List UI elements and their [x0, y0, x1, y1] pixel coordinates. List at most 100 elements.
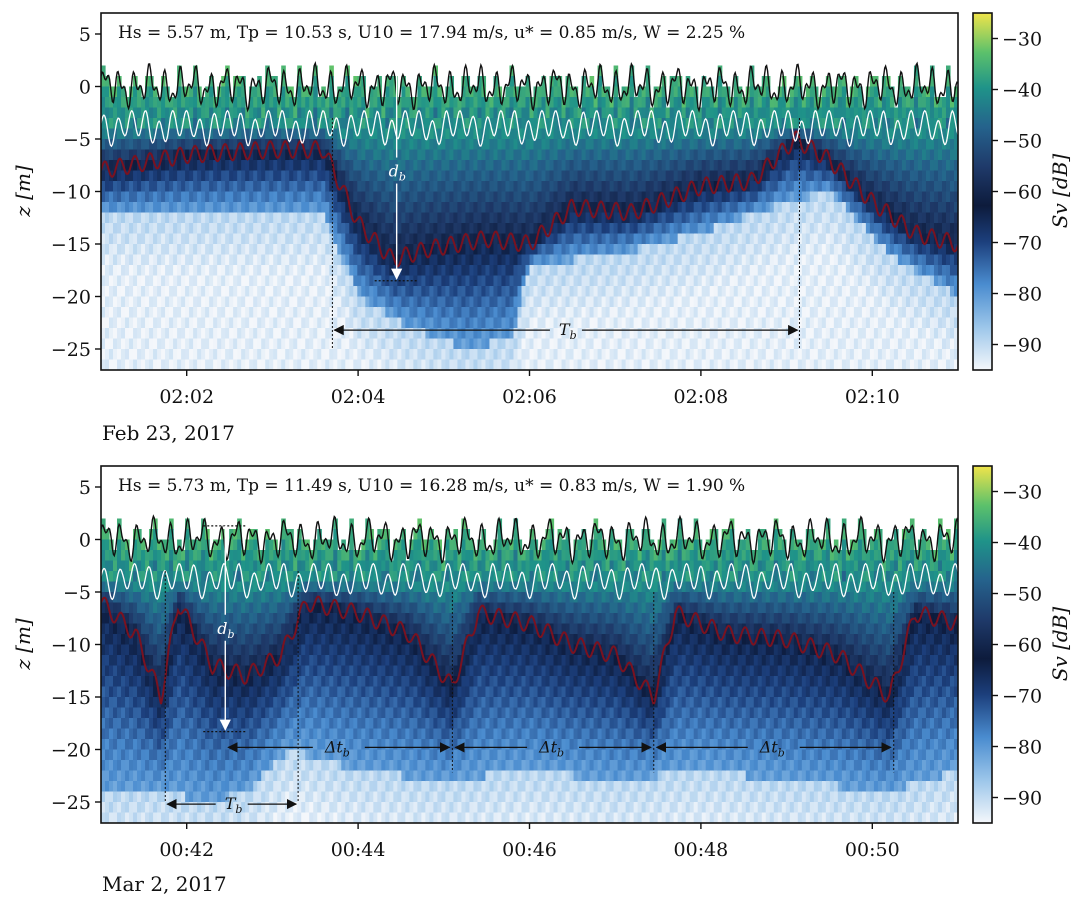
- field-cell: [697, 191, 703, 203]
- field-cell: [569, 118, 575, 130]
- field-cell: [273, 181, 278, 193]
- field-cell: [165, 97, 170, 109]
- field-cell: [801, 181, 807, 193]
- field-cell: [213, 170, 218, 182]
- field-cell: [685, 317, 691, 329]
- field-cell: [641, 86, 647, 98]
- field-cell: [169, 317, 174, 329]
- field-cell: [105, 170, 110, 182]
- field-cell: [501, 139, 507, 151]
- field-cell: [537, 307, 543, 319]
- field-cell: [589, 307, 595, 319]
- field-cell: [141, 265, 146, 277]
- field-cell: [297, 170, 302, 182]
- field-cell: [557, 118, 563, 130]
- field-cell: [617, 191, 623, 203]
- field-cell: [141, 149, 146, 161]
- field-cell: [653, 317, 659, 329]
- field-cell: [697, 349, 703, 361]
- field-cell: [149, 286, 154, 298]
- field-cell: [805, 244, 811, 256]
- field-cell: [433, 275, 438, 287]
- field-cell: [393, 317, 398, 329]
- field-cell: [445, 170, 450, 182]
- field-cell: [405, 317, 410, 329]
- field-cell: [273, 275, 278, 287]
- field-cell: [305, 181, 310, 193]
- field-cell: [609, 212, 615, 224]
- field-cell: [605, 191, 611, 203]
- field-cell: [601, 359, 607, 370]
- field-cell: [661, 86, 667, 98]
- field-cell: [481, 139, 487, 151]
- field-cell: [765, 97, 771, 109]
- field-cell: [461, 107, 467, 119]
- field-cell: [421, 233, 426, 245]
- field-cell: [393, 170, 398, 182]
- field-cell: [741, 275, 747, 287]
- field-cell: [329, 233, 334, 245]
- field-cell: [193, 338, 198, 350]
- field-column: [397, 97, 402, 370]
- field-cell: [637, 296, 643, 308]
- field-cell: [197, 359, 202, 370]
- field-cell: [805, 328, 811, 340]
- field-cell: [633, 307, 639, 319]
- field-cell: [433, 307, 438, 319]
- field-cell: [225, 265, 230, 277]
- field-cell: [761, 328, 767, 340]
- field-cell: [353, 233, 358, 245]
- field-cell: [593, 328, 599, 340]
- field-cell: [749, 118, 755, 130]
- field-cell: [153, 233, 158, 245]
- field-cell: [481, 202, 487, 214]
- field-cell: [461, 86, 467, 98]
- field-cell: [597, 191, 603, 203]
- field-cell: [137, 244, 142, 256]
- field-cell: [297, 191, 302, 203]
- field-cell: [529, 265, 535, 277]
- field-cell: [557, 296, 563, 308]
- field-cell: [341, 202, 346, 214]
- field-cell: [757, 170, 763, 182]
- field-cell: [249, 254, 254, 266]
- field-cell: [769, 191, 775, 203]
- field-cell: [361, 170, 366, 182]
- field-column: [741, 97, 747, 370]
- field-cell: [429, 328, 434, 340]
- field-cell: [421, 349, 426, 361]
- field-cell: [797, 275, 803, 287]
- field-column: [177, 65, 182, 370]
- field-cell: [445, 265, 450, 277]
- field-cell: [345, 317, 350, 329]
- field-cell: [577, 338, 583, 350]
- field-column: [361, 76, 366, 370]
- field-cell: [385, 170, 390, 182]
- field-cell: [689, 275, 695, 287]
- field-cell: [549, 296, 555, 308]
- field-cell: [805, 307, 811, 319]
- field-cell: [801, 328, 807, 340]
- field-cell: [477, 202, 483, 214]
- field-cell: [153, 86, 158, 98]
- field-cell: [593, 296, 599, 308]
- field-cell: [541, 202, 547, 214]
- field-cell: [385, 107, 390, 119]
- field-cell: [677, 244, 683, 256]
- field-cell: [733, 97, 739, 109]
- field-cell: [525, 202, 531, 214]
- field-cell: [365, 338, 370, 350]
- field-cell: [265, 359, 270, 370]
- field-cell: [625, 265, 631, 277]
- field-cell: [697, 202, 703, 214]
- field-cell: [665, 128, 671, 140]
- field-cell: [245, 212, 250, 224]
- field-cell: [177, 286, 182, 298]
- field-cell: [309, 97, 314, 109]
- field-cell: [141, 191, 146, 203]
- field-cell: [645, 76, 651, 88]
- field-cell: [361, 118, 366, 130]
- field-column: [505, 86, 511, 370]
- field-cell: [497, 328, 503, 340]
- field-cell: [493, 170, 499, 182]
